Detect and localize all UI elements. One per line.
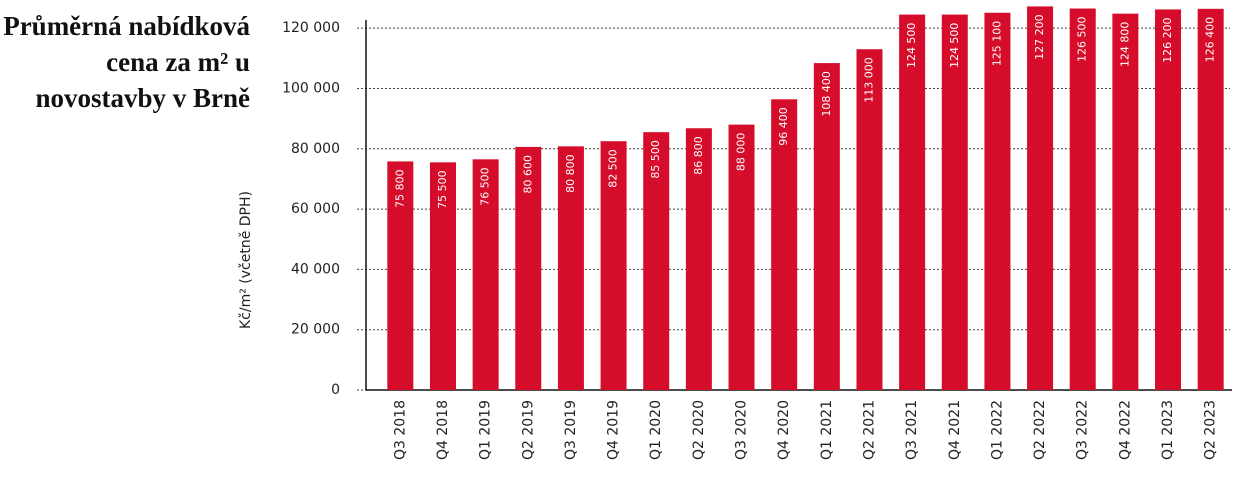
- x-tick-label: Q4 2021: [947, 400, 963, 460]
- value-label: 126 200: [1161, 17, 1174, 63]
- bar: [643, 132, 670, 390]
- value-label: 124 800: [1118, 22, 1131, 68]
- x-tick-label: Q4 2018: [435, 400, 451, 460]
- bar: [728, 124, 755, 390]
- value-label: 113 000: [862, 57, 875, 103]
- value-label: 96 400: [777, 107, 790, 146]
- bar: [387, 161, 414, 390]
- y-tick-label: 60 000: [291, 201, 340, 217]
- bar: [984, 12, 1011, 391]
- chart-title: Průměrná nabídková cena za m² u novostav…: [3, 11, 250, 113]
- value-label: 127 200: [1033, 14, 1046, 60]
- value-label: 126 500: [1076, 17, 1089, 63]
- x-tick-label: Q3 2020: [734, 400, 750, 460]
- bar: [1027, 6, 1054, 390]
- x-tick-label: Q3 2018: [392, 400, 408, 460]
- value-label: 76 500: [479, 167, 492, 206]
- value-label: 86 800: [692, 136, 705, 175]
- bar: [899, 14, 926, 390]
- value-label: 124 500: [905, 23, 918, 69]
- y-tick-label: 120 000: [282, 20, 340, 36]
- value-label: 124 500: [948, 23, 961, 69]
- bar: [813, 63, 840, 390]
- y-tick-label: 40 000: [291, 261, 340, 277]
- bar: [685, 128, 712, 390]
- bar: [557, 146, 584, 390]
- bar: [771, 99, 798, 390]
- value-label: 85 500: [649, 140, 662, 179]
- x-tick-label: Q4 2020: [776, 400, 792, 460]
- x-tick-label: Q1 2021: [819, 400, 835, 460]
- bar: [1197, 8, 1224, 390]
- x-tick-label: Q4 2019: [606, 400, 622, 460]
- y-tick-label: 80 000: [291, 141, 340, 157]
- bar: [1155, 9, 1182, 390]
- x-tick-label: Q3 2019: [563, 400, 579, 460]
- bar: [515, 146, 542, 390]
- bar: [472, 159, 499, 390]
- value-label: 80 600: [521, 155, 534, 194]
- x-tick-label: Q2 2023: [1203, 400, 1219, 460]
- value-label: 126 400: [1204, 17, 1217, 63]
- x-tick-label: Q2 2020: [691, 400, 707, 460]
- y-axis-label: Kč/m² (včetně DPH): [238, 191, 254, 329]
- x-tick-label: Q1 2020: [648, 400, 664, 460]
- bar: [429, 162, 456, 390]
- value-label: 75 500: [436, 170, 449, 209]
- bar: [600, 141, 627, 390]
- y-tick-label: 20 000: [291, 322, 340, 338]
- x-tick-label: Q2 2022: [1032, 400, 1048, 460]
- y-tick-label: 0: [331, 382, 340, 398]
- value-label: 75 800: [393, 169, 406, 208]
- x-tick-label: Q1 2022: [989, 400, 1005, 460]
- bar: [1069, 8, 1096, 390]
- x-tick-label: Q1 2023: [1160, 400, 1176, 460]
- bar: [856, 49, 883, 390]
- x-tick-label: Q1 2019: [478, 400, 494, 460]
- x-tick-label: Q3 2021: [904, 400, 920, 460]
- y-tick-label: 100 000: [282, 80, 340, 96]
- x-tick-label: Q3 2022: [1075, 400, 1091, 460]
- bar: [1112, 13, 1139, 391]
- value-label: 108 400: [820, 71, 833, 117]
- x-tick-label: Q4 2022: [1117, 400, 1133, 460]
- value-label: 82 500: [607, 149, 620, 188]
- value-label: 125 100: [990, 21, 1003, 67]
- bar: [941, 14, 968, 390]
- x-tick-label: Q2 2021: [861, 400, 877, 460]
- value-label: 80 800: [564, 154, 577, 193]
- value-label: 88 000: [735, 133, 748, 172]
- x-tick-label: Q2 2019: [520, 400, 536, 460]
